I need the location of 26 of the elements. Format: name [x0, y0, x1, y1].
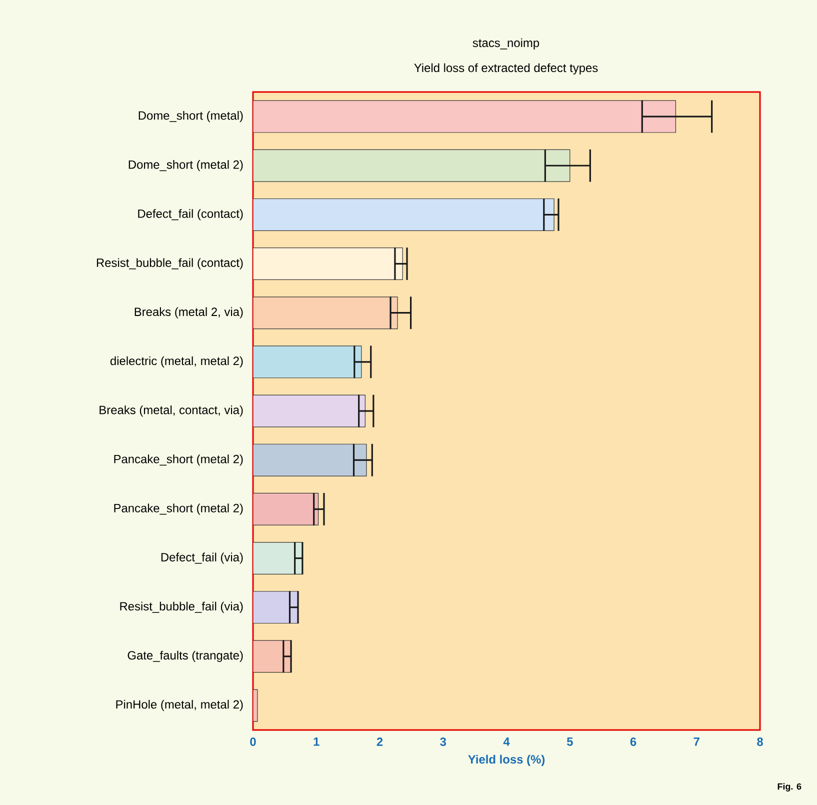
- y-tick-label: Breaks (metal, contact, via): [100, 405, 243, 417]
- y-tick-label: Resist_bubble_fail (via): [120, 602, 243, 613]
- y-tick-label: Breaks (metal 2, via): [134, 307, 243, 318]
- y-tick-label: Resist_bubble_fail (contact): [96, 258, 243, 270]
- y-tick-label: Pancake_short (metal 2): [114, 504, 243, 515]
- x-tick-label: 1: [314, 738, 320, 746]
- y-tick-label: Pancake_short (metal 2): [114, 454, 243, 466]
- x-tick-label: 4: [503, 738, 510, 746]
- y-tick-label: Dome_short (metal 2): [128, 160, 243, 172]
- y-tick-label: Defect_fail (via): [161, 552, 243, 564]
- x-tick-label: 0: [250, 738, 256, 746]
- x-tick-label: 7: [694, 738, 700, 746]
- x-tick-label: 2: [376, 738, 383, 746]
- chart-subtitle: Yield loss of extracted defect types: [414, 63, 598, 74]
- x-axis-title: Yield loss (%): [468, 754, 545, 766]
- x-tick-label: 8: [757, 738, 763, 746]
- y-tick-label: Dome_short (metal): [138, 110, 243, 122]
- y-tick-label: Defect_fail (contact): [138, 209, 243, 220]
- y-tick-label: dielectric (metal, metal 2): [110, 356, 243, 368]
- y-tick-label: PinHole (metal, metal 2): [116, 700, 243, 712]
- x-tick-label: 5: [566, 738, 573, 746]
- caption: Fig. 6: [778, 783, 802, 792]
- x-tick-label: 3: [440, 738, 446, 746]
- chart-title: stacs_noimp: [472, 38, 540, 50]
- x-tick-label: 6: [630, 738, 636, 746]
- y-tick-label: Gate_faults (trangate): [128, 650, 243, 662]
